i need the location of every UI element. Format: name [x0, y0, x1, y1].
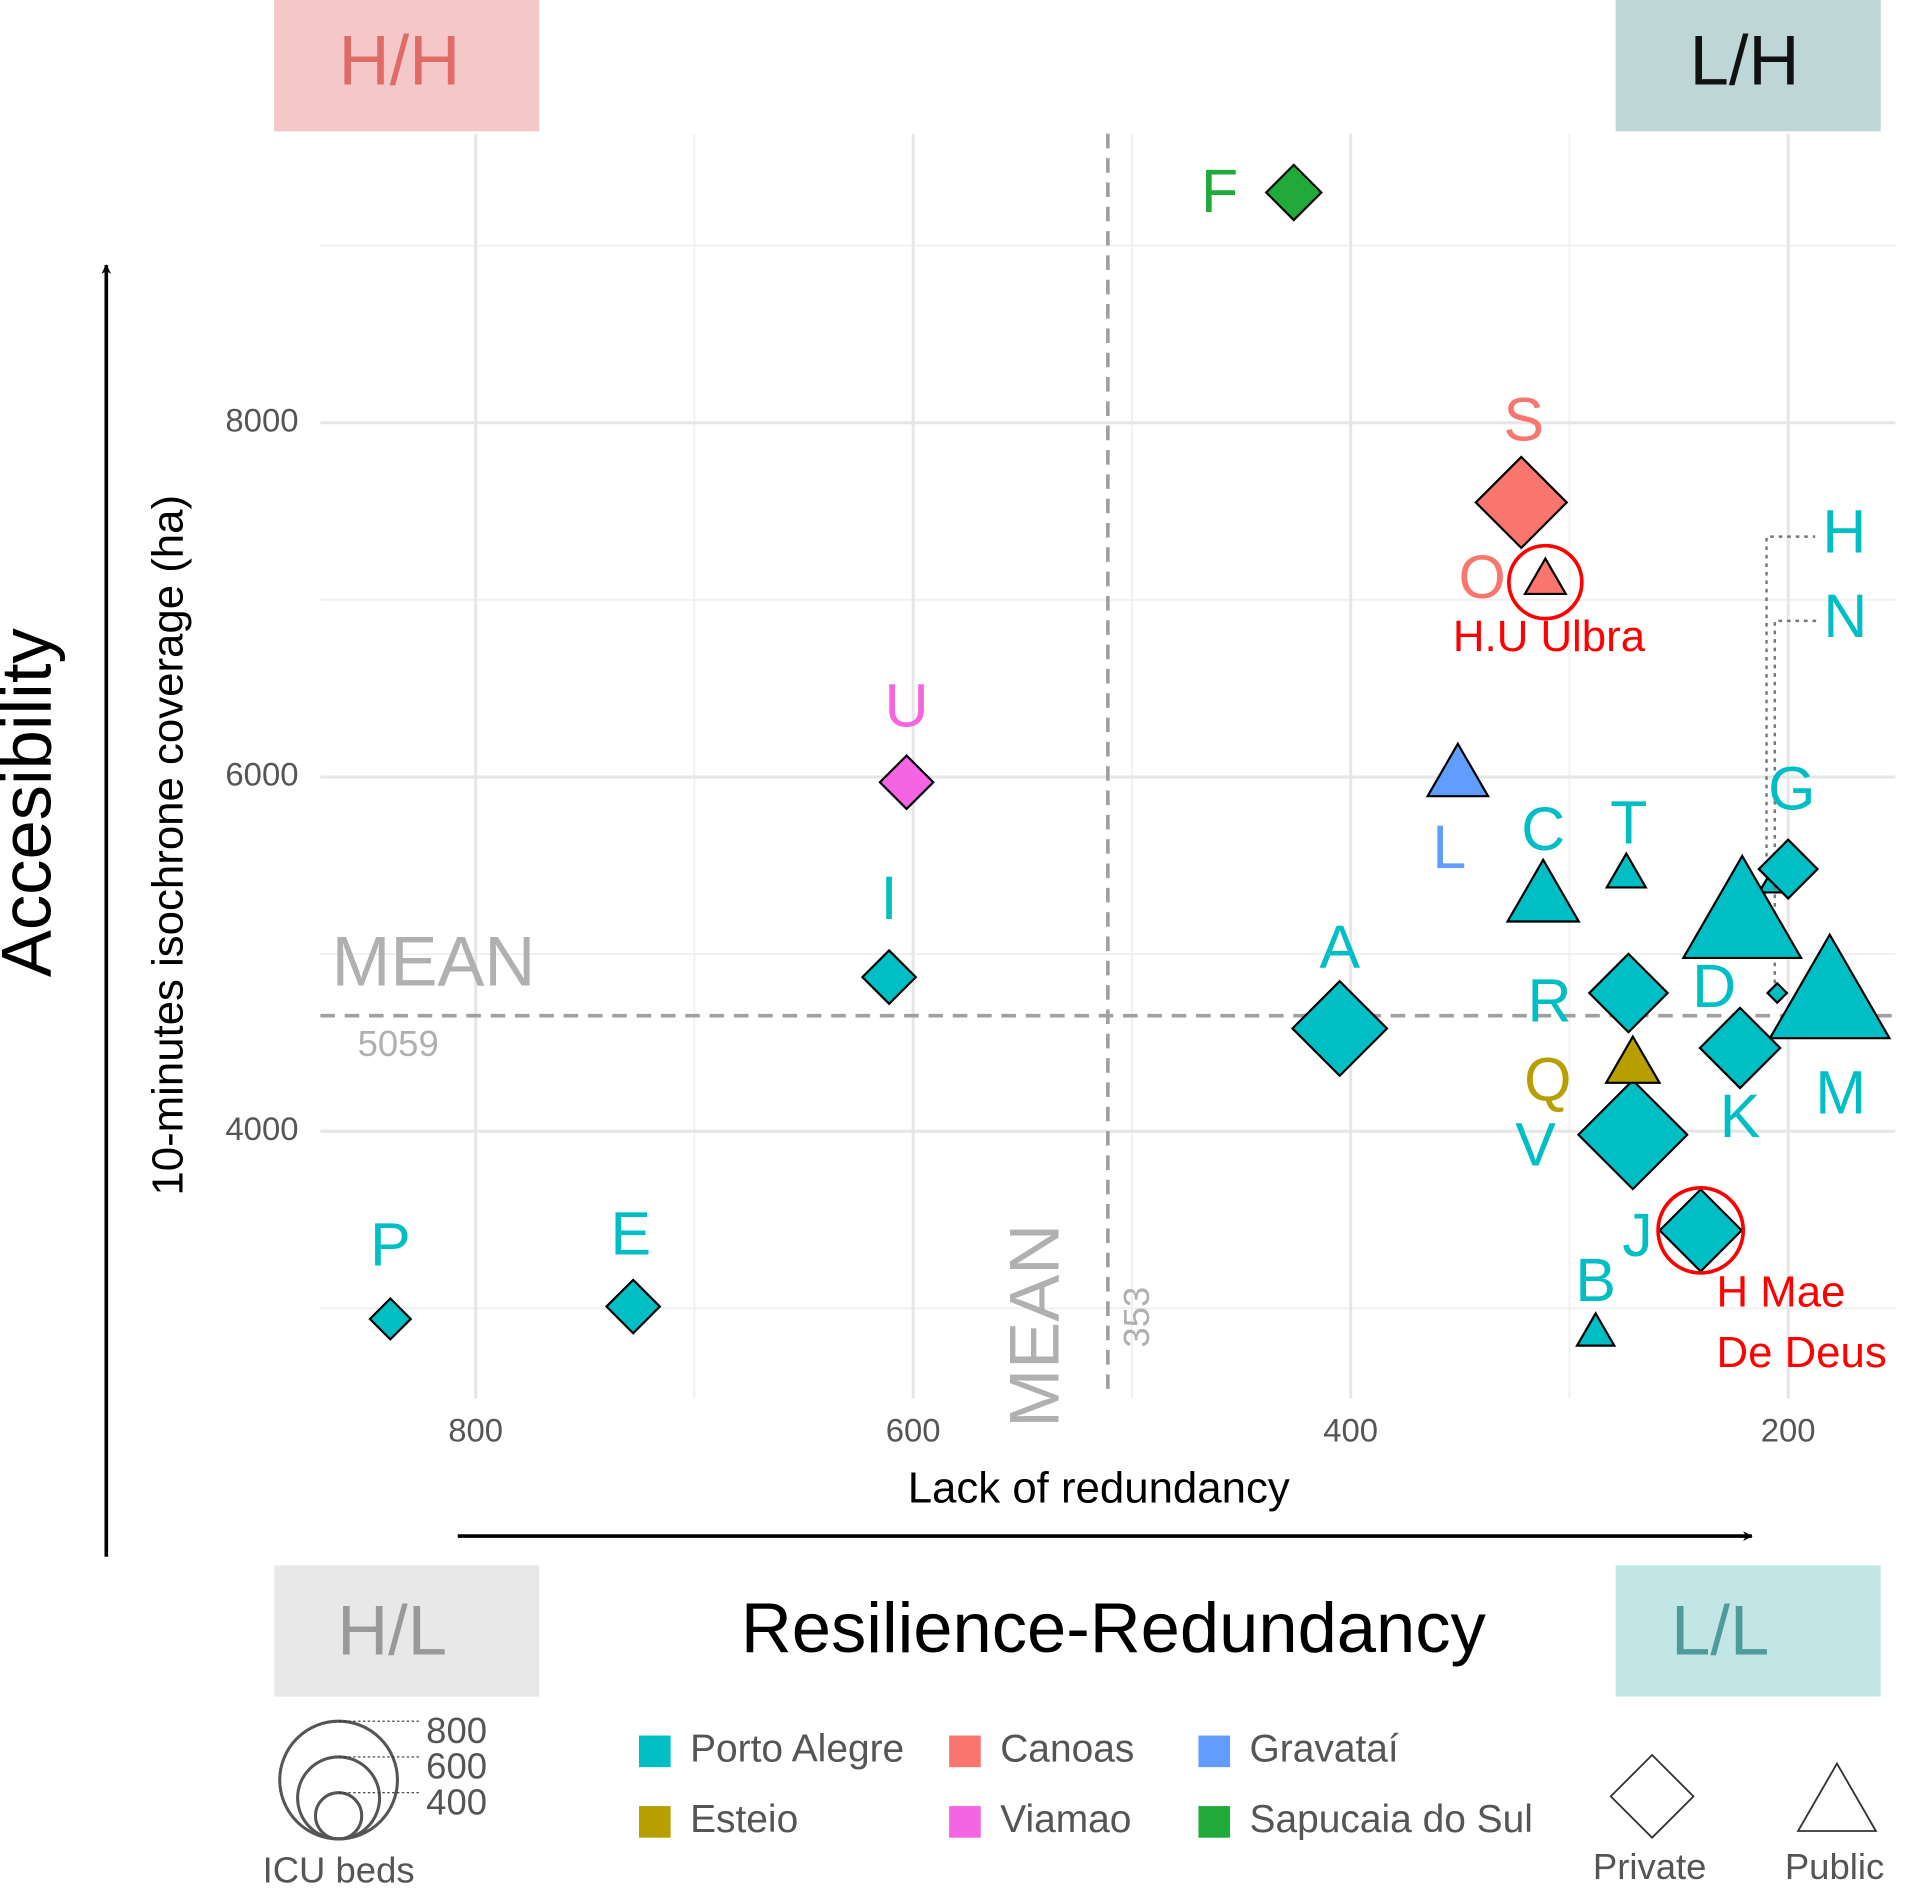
point — [1523, 556, 1568, 596]
point-label: J — [1622, 1201, 1652, 1269]
point — [1264, 163, 1323, 222]
legend: Porto Alegre Esteio Canoas Viamao Gravataí Sa… — [278, 1710, 1884, 1887]
mean-name: MEAN — [332, 922, 536, 1001]
annotation: H Mae — [1716, 1267, 1845, 1316]
point — [860, 948, 918, 1006]
quadrant-label: L/H — [1690, 20, 1800, 99]
point — [878, 754, 935, 811]
shape-legend-label: Private — [1593, 1846, 1707, 1887]
legend-swatch — [639, 1735, 671, 1768]
point-label: U — [885, 672, 929, 740]
quadrant-label: H/H — [339, 20, 460, 99]
highlight-circle — [1656, 1185, 1746, 1275]
legend-label: Porto Alegre — [690, 1728, 904, 1771]
point-label: C — [1521, 795, 1565, 863]
annotation: H.U Ulbra — [1453, 612, 1646, 661]
x-tick-label: 800 — [448, 1411, 503, 1448]
legend-label: Canoas — [1000, 1728, 1134, 1771]
x-tick-label: 200 — [1761, 1411, 1816, 1448]
quadrant-label: H/L — [337, 1590, 447, 1669]
legend-label: Gravataí — [1250, 1728, 1399, 1771]
mean-name: MEAN — [994, 1224, 1073, 1428]
point — [1698, 1006, 1782, 1090]
point — [1757, 838, 1820, 900]
leader-line — [1765, 535, 1816, 874]
x-axis-title: Resilience-Redundancy — [741, 1588, 1487, 1667]
point — [1765, 981, 1789, 1005]
shape-legend-symbol — [1609, 1753, 1695, 1839]
y-tick-label: 6000 — [225, 756, 298, 793]
point-label: G — [1768, 755, 1815, 823]
highlight-circle — [1507, 543, 1584, 621]
legend-swatch — [1198, 1735, 1231, 1768]
point-label: E — [610, 1200, 651, 1268]
legend-label: Viamao — [1000, 1798, 1131, 1841]
point-label: P — [370, 1211, 411, 1279]
size-legend-label: 800 — [426, 1710, 487, 1751]
point-label: B — [1575, 1246, 1616, 1314]
y-axis-title: Accesibility — [0, 628, 66, 978]
point — [1587, 952, 1670, 1034]
point-label: S — [1503, 386, 1544, 454]
marks: HN I C T G D M A R K VJB P E Q S O U L F H.U Ulbra H Mae De D… — [368, 157, 1892, 1377]
legend-swatch — [949, 1735, 981, 1768]
legend-swatch — [949, 1806, 981, 1838]
quadrant-box — [1615, 1565, 1881, 1697]
quadrant-label: L/L — [1671, 1590, 1769, 1669]
grid — [320, 133, 1896, 1399]
mean-value: 5059 — [358, 1023, 439, 1064]
y-tick-label: 4000 — [225, 1110, 298, 1147]
point-label: D — [1692, 952, 1736, 1020]
point-label: T — [1610, 789, 1647, 857]
point — [1425, 741, 1491, 798]
point — [604, 1278, 662, 1335]
y-tick-label: 8000 — [225, 401, 298, 438]
point-label: V — [1515, 1110, 1556, 1178]
legend-swatch — [639, 1806, 671, 1838]
point — [1576, 1078, 1689, 1191]
quadrant-box — [274, 1565, 540, 1697]
point — [1604, 1034, 1662, 1084]
point-label: H — [1822, 498, 1866, 566]
point-label: K — [1720, 1082, 1761, 1150]
x-tick-label: 400 — [1323, 1411, 1378, 1448]
point — [368, 1296, 413, 1341]
point-label: M — [1815, 1058, 1866, 1126]
legend-label: Esteio — [690, 1798, 798, 1841]
point-label: F — [1201, 157, 1238, 225]
point-label: R — [1527, 966, 1571, 1034]
x-tick-label: 600 — [886, 1411, 941, 1448]
point-label: L — [1432, 813, 1466, 881]
point — [1768, 932, 1892, 1040]
size-legend-label: 600 — [426, 1746, 487, 1787]
shape-legend-symbol — [1796, 1761, 1878, 1832]
point — [1505, 857, 1581, 923]
x-axis-label: Lack of redundancy — [908, 1464, 1290, 1513]
point-label: N — [1823, 582, 1867, 650]
point — [1474, 455, 1569, 550]
point — [1575, 1311, 1617, 1347]
annotation: De Deus — [1716, 1328, 1886, 1377]
point — [1681, 853, 1803, 960]
shape-legend-label: Public — [1785, 1846, 1884, 1887]
point-label: A — [1319, 913, 1360, 981]
legend-swatch — [1198, 1806, 1231, 1838]
y-axis-label: 10-minutes isochrone coverage (ha) — [143, 495, 192, 1196]
quadrant-box — [1615, 0, 1881, 132]
quadrant-box — [274, 0, 540, 132]
legend-label: Sapucaia do Sul — [1250, 1798, 1533, 1841]
mean-value: 353 — [1116, 1287, 1157, 1348]
point-label: Q — [1524, 1046, 1571, 1114]
size-legend-title: ICU beds — [263, 1850, 415, 1890]
point-label: O — [1458, 543, 1505, 611]
point — [1604, 851, 1648, 889]
point-label: I — [881, 864, 898, 932]
size-legend-label: 400 — [426, 1782, 487, 1823]
point — [1290, 979, 1389, 1078]
